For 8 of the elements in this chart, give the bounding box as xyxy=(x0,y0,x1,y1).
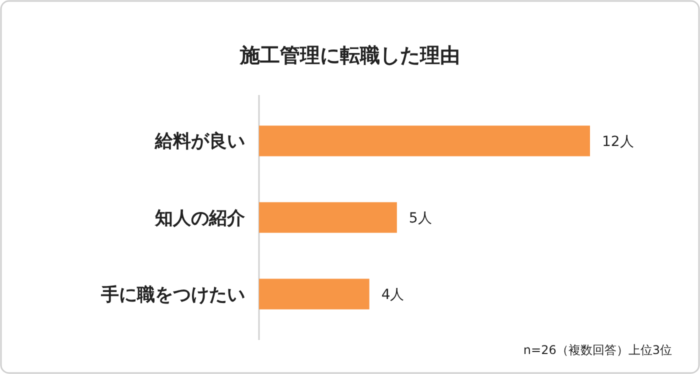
y-tick-label: 手に職をつけたい xyxy=(100,284,245,306)
data-label: 4人 xyxy=(381,286,404,303)
data-label: 5人 xyxy=(408,210,432,226)
y-tick-label: 給料が良い xyxy=(154,131,245,152)
text: n=26（複数回答）上位3位 xyxy=(523,343,672,357)
data-label: 12人 xyxy=(602,134,634,150)
y-tick-label: 知人の紹介 xyxy=(154,208,246,229)
chart-title: 施工管理に転職した理由 xyxy=(239,43,460,67)
